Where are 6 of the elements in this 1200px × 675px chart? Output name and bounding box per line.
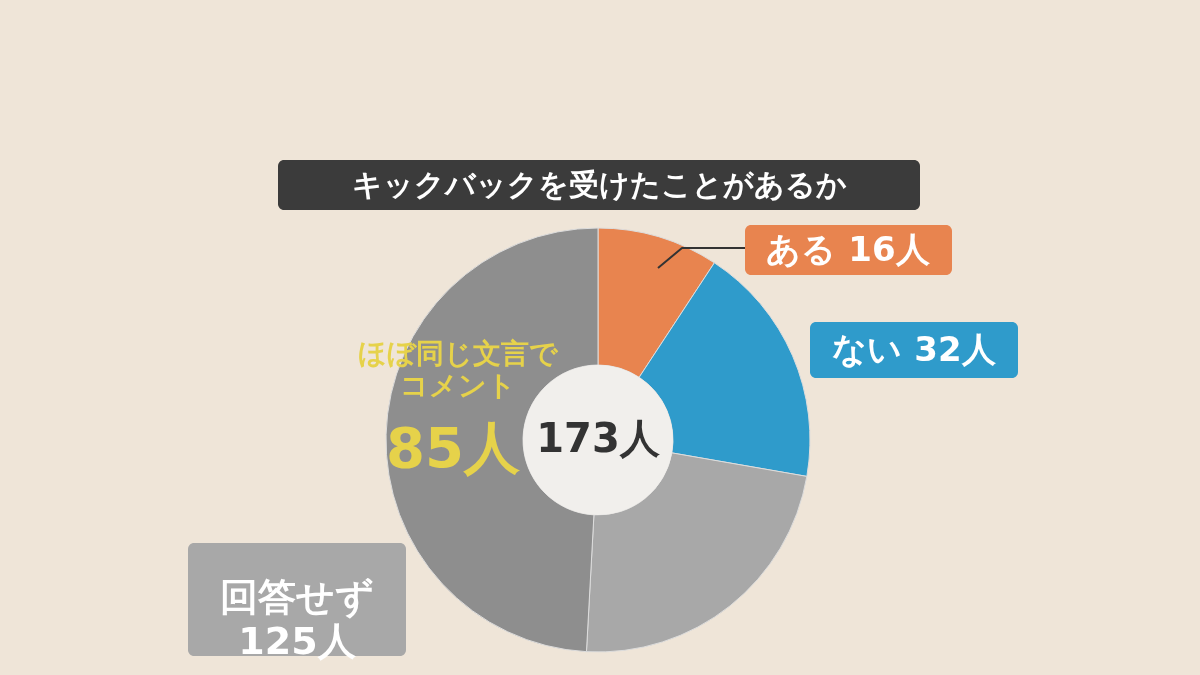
text: 回答せず 125人 [220, 575, 374, 663]
slice-label: ある 16人 [766, 229, 931, 269]
slice-label: ない 32人 [832, 329, 997, 369]
data-label: 85人 [386, 415, 520, 480]
chart-title: キックバックを受けたことがあるか [351, 167, 847, 202]
text: 173人 [536, 415, 661, 461]
